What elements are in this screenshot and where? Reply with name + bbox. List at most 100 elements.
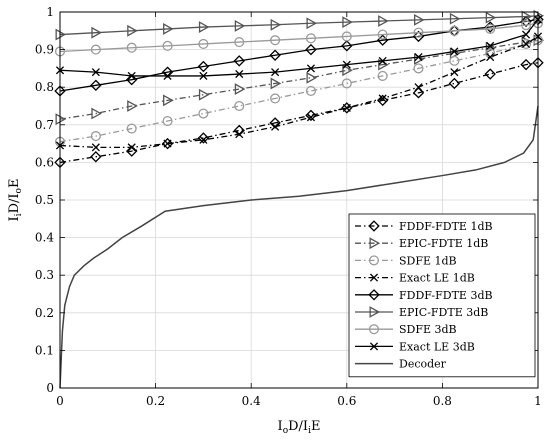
series-line (59, 22, 539, 53)
grid (60, 12, 538, 388)
x-marker (486, 53, 495, 62)
x-marker (521, 30, 531, 39)
x-marker (306, 64, 316, 73)
y-label-sub: i (14, 213, 24, 216)
triangle-marker (163, 23, 174, 35)
series-sdfe-1db (54, 35, 544, 147)
diamond-marker (125, 73, 138, 86)
diamond-marker (341, 40, 353, 52)
x-marker (521, 39, 531, 49)
circle-marker (305, 33, 317, 44)
triangle-marker (306, 17, 318, 30)
circle-marker (270, 93, 281, 104)
triangle-marker (127, 100, 138, 112)
series-sdfe-3db (54, 18, 544, 57)
diamond-marker (90, 151, 102, 163)
series-line (59, 39, 539, 120)
diamond-marker (305, 43, 317, 56)
x-marker (271, 122, 280, 131)
y-tick-label: 0.9 (35, 43, 54, 57)
circle-marker (368, 255, 380, 266)
triangle-marker (342, 64, 353, 77)
x-marker (163, 139, 172, 148)
x-marker (127, 143, 136, 152)
x-tick-label: 0.2 (146, 394, 165, 408)
x-marker (369, 273, 379, 282)
x-marker (378, 94, 387, 103)
circle-marker (520, 38, 532, 50)
circle-marker (449, 25, 460, 36)
diamond-marker (520, 58, 532, 71)
y-tick-label: 0.7 (35, 118, 54, 132)
circle-marker (413, 63, 424, 74)
diamond-marker (161, 137, 174, 150)
x-marker (91, 68, 100, 77)
triangle-marker (234, 20, 246, 32)
x-marker (342, 60, 351, 69)
diamond-marker (269, 49, 281, 61)
triangle-marker (449, 12, 461, 25)
diamond-marker (412, 87, 425, 99)
circle-marker (413, 27, 424, 38)
x-label-sub: i (308, 426, 311, 436)
y-label-part: I (7, 216, 22, 221)
x-marker (199, 135, 208, 144)
circle-marker (126, 123, 137, 134)
series-exact-le-1db (55, 32, 543, 152)
legend-entry: FDDF-FDTE 1dB (355, 220, 493, 233)
y-label-sub: o (14, 188, 24, 193)
y-tick-label: 0.1 (35, 343, 54, 357)
x-marker (235, 130, 244, 139)
circle-marker (198, 38, 209, 50)
circle-marker (485, 23, 496, 34)
circle-marker (234, 37, 245, 48)
circle-marker (341, 31, 352, 42)
triangle-marker (270, 18, 282, 31)
circle-marker (341, 78, 352, 89)
legend-label: Decoder (399, 358, 447, 371)
plot-series (54, 9, 545, 389)
x-marker (342, 103, 351, 112)
series-line (59, 35, 539, 149)
diamond-marker (90, 79, 102, 92)
x-tick-label: 0.4 (242, 394, 261, 408)
diamond-marker (305, 109, 317, 122)
circle-marker (162, 40, 173, 51)
diamond-marker (161, 66, 174, 78)
x-marker (486, 41, 495, 50)
circle-marker (270, 35, 281, 46)
y-tick-label: 0.6 (35, 155, 54, 169)
x-marker (306, 113, 316, 122)
y-tick-label: 1 (46, 5, 54, 19)
x-marker (91, 143, 100, 152)
series-line (59, 105, 539, 389)
diamond-marker (197, 132, 210, 144)
x-marker (163, 71, 172, 80)
diamond-marker (484, 68, 496, 80)
triangle-marker (521, 10, 533, 23)
diamond-marker (412, 30, 425, 43)
y-label-part: E (7, 179, 22, 189)
legend-entry: Decoder (355, 358, 447, 371)
triangle-marker (342, 16, 353, 29)
y-tick-label: 0.8 (35, 80, 54, 94)
diamond-marker (197, 60, 210, 73)
triangle-marker (198, 21, 210, 33)
x-axis-label: IoD/IiE (278, 419, 321, 436)
x-marker (369, 342, 379, 351)
legend: FDDF-FDTE 1dB EPIC-FDTE 1dB SDFE 1dB Exact … (348, 213, 536, 378)
series-decoder (59, 105, 539, 389)
triangle-marker (414, 13, 425, 26)
triangle-marker (234, 83, 246, 95)
x-tick-label: 1 (534, 394, 542, 408)
y-tick-label: 0.5 (35, 193, 54, 207)
circle-marker (377, 29, 388, 40)
x-label-part: E (311, 419, 321, 434)
circle-marker (368, 324, 380, 335)
diamond-marker (341, 102, 353, 114)
legend-entry: Exact LE 3dB (355, 340, 475, 353)
circle-marker (198, 108, 209, 119)
triangle-marker (369, 237, 381, 250)
circle-marker (234, 100, 245, 112)
legend-label: SDFE 3dB (399, 323, 457, 336)
